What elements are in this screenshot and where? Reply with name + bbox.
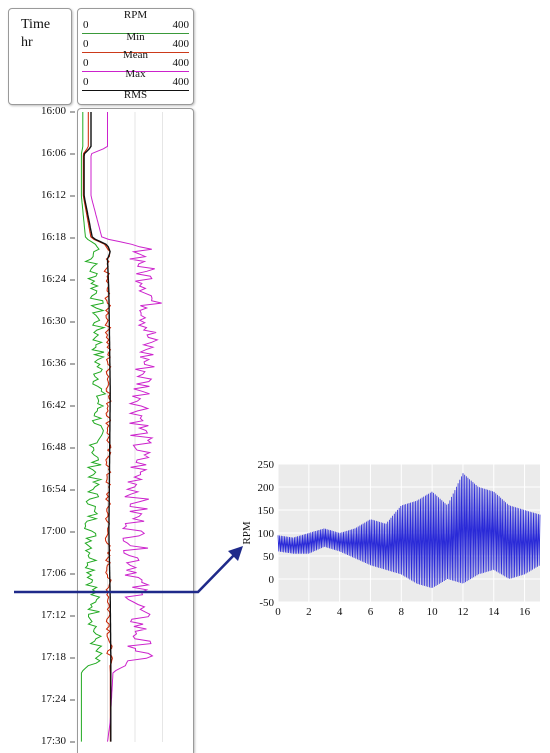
time-tick-label: 16:48: [40, 441, 66, 453]
time-tick-label: 16:42: [40, 399, 66, 411]
time-tick-label: 16:18: [40, 231, 66, 243]
y-tick-label: -50: [259, 597, 274, 609]
time-tick-label: 17:30: [40, 735, 66, 747]
time-tick-label: 16:36: [40, 357, 66, 369]
legend-rms-name: RMS: [123, 89, 148, 101]
rpm-signal-line: [277, 473, 541, 588]
y-tick-label: 50: [263, 551, 275, 563]
y-tick-label: 200: [258, 482, 275, 494]
time-tick-label: 17:24: [40, 693, 66, 705]
series-mean-line: [82, 112, 113, 742]
x-tick-label: 2: [306, 606, 312, 618]
x-tick-label: 14: [488, 606, 500, 618]
x-tick-label: 10: [427, 606, 439, 618]
y-tick-label: 150: [258, 505, 275, 517]
legend-line-mean: [82, 52, 189, 53]
time-tick-label: 17:12: [40, 609, 66, 621]
time-tick-label: 17:18: [40, 651, 66, 663]
time-label: Time: [21, 17, 51, 32]
track-legend: RPM 0 400 Min 0 400 Mean 0 400 Max 0 400…: [77, 8, 194, 105]
legend-min-max: 400: [172, 38, 190, 50]
x-tick-label: 4: [337, 606, 343, 618]
legend-mean-min: 0: [83, 57, 89, 69]
zoom-arrow-head: [228, 546, 243, 561]
y-tick-label: 100: [258, 528, 275, 540]
time-tick-label: 17:00: [40, 525, 66, 537]
series-rms-line: [83, 112, 112, 742]
x-tick-label: 12: [457, 606, 468, 618]
x-tick-label: 16: [519, 606, 531, 618]
x-tick-label: 8: [399, 606, 405, 618]
legend-mean-name: Mean: [122, 49, 149, 61]
time-tick-label: 16:54: [40, 483, 66, 495]
time-tick-label: 16:06: [40, 147, 66, 159]
time-tick-label: 16:30: [40, 315, 66, 327]
legend-min-min: 0: [83, 38, 89, 50]
time-tick-label: 16:00: [40, 105, 66, 117]
time-tick-label: 17:06: [40, 567, 66, 579]
legend-max-name: Max: [125, 68, 146, 80]
series-min-line: [80, 112, 107, 742]
y-axis-label: RPM: [241, 521, 253, 544]
x-tick-label: 0: [275, 606, 281, 618]
legend-mean-max: 400: [172, 57, 190, 69]
y-tick-label: 0: [269, 574, 275, 586]
legend-line-max: [82, 71, 189, 72]
legend-max-min: 0: [83, 76, 89, 88]
time-tick-label: 16:12: [40, 189, 66, 201]
x-tick-label: 6: [368, 606, 374, 618]
time-axis-header: Time hr: [8, 8, 72, 105]
legend-rpm-name: RPM: [123, 9, 148, 21]
legend-line-rms: [82, 90, 189, 91]
time-tick-label: 16:24: [40, 273, 66, 285]
series-max-line: [90, 112, 162, 742]
legend-min-name: Min: [126, 31, 145, 43]
legend-line-min: [82, 33, 189, 34]
zoom-arrow-line: [14, 552, 237, 594]
time-unit-label: hr: [21, 35, 33, 50]
legend-rpm-max: 400: [172, 19, 190, 31]
y-tick-label: 250: [258, 459, 275, 471]
legend-rpm-min: 0: [83, 19, 89, 31]
legend-max-max: 400: [172, 76, 190, 88]
